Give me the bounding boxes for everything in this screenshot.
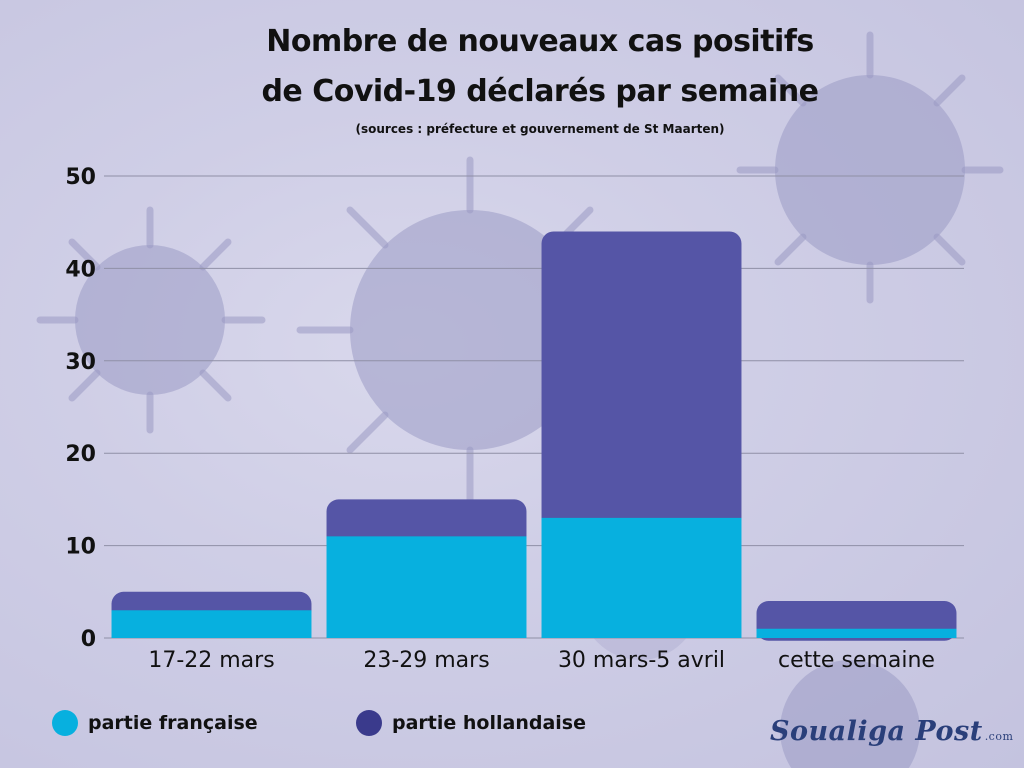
x-tick-label: cette semaine bbox=[778, 648, 935, 673]
y-tick-label: 10 bbox=[65, 535, 96, 560]
legend-item-french: partie française bbox=[52, 708, 258, 738]
bar-segment-french bbox=[541, 517, 742, 638]
bar-segment-dutch bbox=[541, 231, 742, 530]
y-tick-label: 30 bbox=[65, 350, 96, 375]
chart-subtitle: (sources : préfecture et gouvernement de… bbox=[355, 122, 725, 136]
grid-lines bbox=[104, 175, 964, 639]
y-tick-label: 40 bbox=[65, 257, 96, 282]
logo-name: Soualiga Post bbox=[770, 716, 983, 747]
legend-swatch-dutch bbox=[356, 710, 382, 736]
y-tick-label: 20 bbox=[65, 442, 96, 467]
y-tick-label: 0 bbox=[81, 627, 96, 652]
y-axis-ticks: 0 10 20 30 40 50 bbox=[65, 165, 96, 652]
legend-swatch-french bbox=[52, 710, 78, 736]
x-tick-label: 30 mars-5 avril bbox=[558, 648, 725, 673]
bar-segment-french bbox=[111, 610, 312, 638]
chart-title-line-2: de Covid-19 déclarés par semaine bbox=[261, 74, 819, 109]
chart-title-line-1: Nombre de nouveaux cas positifs bbox=[266, 24, 814, 59]
legend-item-dutch: partie hollandaise bbox=[356, 708, 586, 738]
legend-label-french: partie française bbox=[88, 712, 258, 734]
bar-segment-dutch bbox=[326, 499, 527, 549]
y-tick-label: 50 bbox=[65, 165, 96, 190]
x-tick-label: 23-29 mars bbox=[363, 648, 489, 673]
bar-segment-french bbox=[326, 536, 527, 638]
soualiga-post-logo: Soualiga Post .com bbox=[770, 716, 1013, 747]
logo-suffix: .com bbox=[984, 730, 1014, 743]
bars bbox=[111, 231, 957, 641]
x-axis-ticks: 17-22 mars 23-29 mars 30 mars-5 avril cette… bbox=[148, 648, 935, 673]
x-tick-label: 17-22 mars bbox=[148, 648, 274, 673]
legend-label-dutch: partie hollandaise bbox=[392, 712, 586, 734]
bar-segment-french bbox=[756, 628, 957, 638]
